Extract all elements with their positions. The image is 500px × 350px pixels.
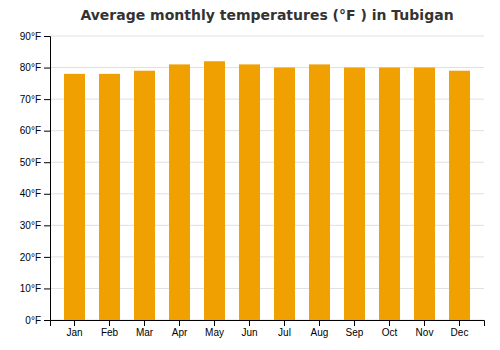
bar	[204, 61, 225, 320]
tick: 50°F	[20, 157, 50, 168]
tick-label: Jul	[278, 327, 291, 338]
tick: Feb	[101, 320, 119, 338]
tick-label: Jun	[241, 327, 257, 338]
tick: Oct	[382, 320, 398, 338]
y-axis: 0°F 10°F 20°F 30°F 40°F 50°F 60°F 70°F 80°F 90°F	[20, 31, 51, 326]
tick-mark	[44, 99, 50, 100]
tick: 0°F	[25, 315, 50, 326]
bar	[449, 71, 470, 320]
tick-mark	[44, 194, 50, 195]
tick-mark	[44, 162, 50, 163]
bar	[379, 68, 400, 320]
tick-label: 10°F	[20, 283, 41, 294]
tick-label: Jan	[66, 327, 82, 338]
bar	[64, 74, 85, 320]
tick: Nov	[416, 320, 434, 338]
tick-mark	[249, 320, 250, 326]
tick-label: 30°F	[20, 220, 41, 231]
tick-mark	[44, 36, 50, 37]
tick-label: Mar	[136, 327, 154, 338]
bar	[239, 64, 260, 320]
tick-mark	[74, 320, 75, 326]
x-axis: Jan Feb Mar Apr May Jun Jul Aug Sep Oct Nov Dec	[51, 320, 485, 338]
bar	[344, 68, 365, 320]
tick: Sep	[346, 320, 364, 338]
tick: Mar	[136, 320, 154, 338]
tick: 30°F	[20, 220, 50, 231]
tick-label: 0°F	[25, 315, 41, 326]
plot-area: Jan Feb Mar Apr May Jun Jul Aug Sep Oct Nov Dec 0°F 1…	[20, 31, 485, 338]
tick-mark	[44, 225, 50, 226]
tick-mark	[424, 320, 425, 326]
bar	[309, 64, 330, 320]
tick-mark	[44, 131, 50, 132]
tick-mark	[44, 68, 50, 69]
tick: 20°F	[20, 252, 50, 263]
tick-label: 60°F	[20, 125, 41, 136]
tick: Aug	[311, 320, 329, 338]
tick-mark	[44, 257, 50, 258]
tick: 70°F	[20, 94, 50, 105]
tick-mark	[109, 320, 110, 326]
title: Average monthly temperatures (°F ) in Tu…	[80, 7, 453, 23]
tick-label: Aug	[311, 327, 329, 338]
tick-mark	[144, 320, 145, 326]
bar	[169, 64, 190, 320]
tick-mark	[44, 288, 50, 289]
tick: 60°F	[20, 125, 50, 136]
tick-mark	[459, 320, 460, 326]
tick-label: May	[205, 327, 224, 338]
tick: Jan	[66, 320, 82, 338]
tick-label: 80°F	[20, 62, 41, 73]
bar	[414, 68, 435, 320]
tick: May	[205, 320, 224, 338]
tick-label: 40°F	[20, 188, 41, 199]
tick-mark	[44, 320, 50, 321]
tick-label: Dec	[451, 327, 469, 338]
bar	[134, 71, 155, 320]
bar	[99, 74, 120, 320]
tick-label: 70°F	[20, 94, 41, 105]
tick-mark	[179, 320, 180, 326]
tick: 10°F	[20, 283, 50, 294]
chart: Jan Feb Mar Apr May Jun Jul Aug Sep Oct Nov Dec 0°F 1…	[0, 0, 500, 350]
tick: 40°F	[20, 188, 50, 199]
tick: Apr	[172, 320, 188, 338]
tick-mark	[284, 320, 285, 326]
tick-label: 90°F	[20, 31, 41, 42]
bars	[64, 61, 470, 320]
tick-label: 20°F	[20, 252, 41, 263]
bar	[274, 68, 295, 320]
tick-mark	[389, 320, 390, 326]
tick-label: Sep	[346, 327, 364, 338]
tick: 80°F	[20, 62, 50, 73]
axis-line	[44, 37, 51, 321]
tick: Jul	[278, 320, 291, 338]
tick-label: Apr	[172, 327, 188, 338]
grid-line	[50, 36, 484, 37]
tick: 90°F	[20, 31, 50, 42]
tick-label: Feb	[101, 327, 119, 338]
tick: Dec	[451, 320, 469, 338]
tick-mark	[319, 320, 320, 326]
tick-label: Oct	[382, 327, 398, 338]
tick-label: Nov	[416, 327, 434, 338]
tick-mark	[354, 320, 355, 326]
tick: Jun	[241, 320, 257, 338]
grid	[50, 36, 484, 320]
axis-line	[51, 321, 485, 327]
tick-mark	[214, 320, 215, 326]
tick-label: 50°F	[20, 157, 41, 168]
